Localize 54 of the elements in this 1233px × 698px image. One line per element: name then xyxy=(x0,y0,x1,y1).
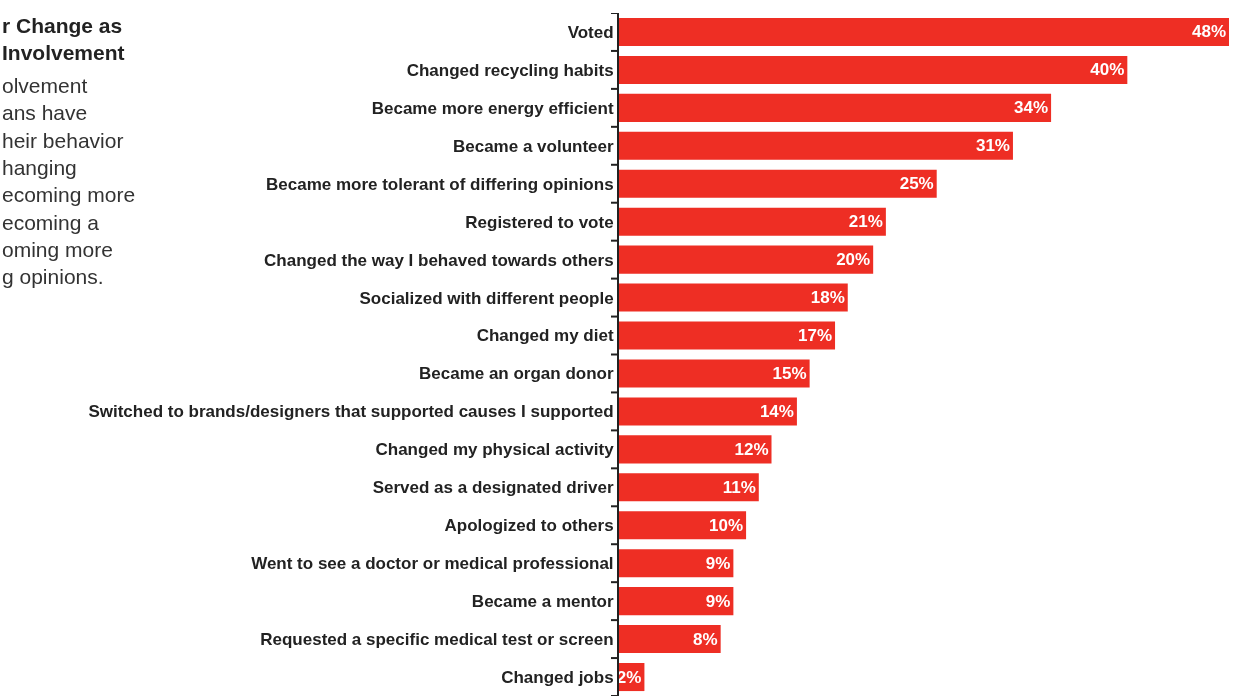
data-label: 31% xyxy=(975,136,1010,156)
data-label: 10% xyxy=(709,515,744,535)
data-label: 14% xyxy=(759,401,794,421)
bar xyxy=(619,283,848,312)
data-label: 34% xyxy=(1014,98,1049,118)
data-label: 25% xyxy=(899,174,934,194)
bar xyxy=(619,359,810,388)
bar xyxy=(619,93,1052,122)
bar xyxy=(619,587,734,616)
data-label: 40% xyxy=(1090,60,1125,80)
y-tick-label: Socialized with different people xyxy=(359,288,614,308)
y-tick-label: Became a volunteer xyxy=(452,136,614,156)
y-tick-label: Apologized to others xyxy=(444,516,614,536)
bar xyxy=(619,321,836,350)
y-tick-label: Changed my diet xyxy=(476,326,614,346)
y-tick-label: Went to see a doctor or medical professional xyxy=(251,554,614,574)
bar xyxy=(619,511,747,540)
bar xyxy=(619,549,734,578)
y-tick-label: Became more energy efficient xyxy=(371,98,614,118)
y-tick-label: Served as a designated driver xyxy=(372,478,614,498)
data-label: 12% xyxy=(734,439,769,459)
bar xyxy=(619,473,759,502)
bar xyxy=(619,625,721,654)
text: r Change as Involvement xyxy=(2,14,125,65)
data-label: 48% xyxy=(1191,22,1226,42)
data-label: 21% xyxy=(848,212,883,232)
y-tick-label: Changed the way I behaved towards others xyxy=(264,250,614,270)
y-tick-label: Switched to brands/designers that supported causes I supported xyxy=(88,402,614,422)
data-label: 8% xyxy=(693,629,718,649)
y-tick-label: Requested a specific medical test or screen xyxy=(260,630,614,650)
y-tick-label: Voted xyxy=(567,22,614,42)
data-label: 18% xyxy=(810,288,845,308)
y-tick-label: Became more tolerant of differing opinions xyxy=(265,174,614,194)
y-tick-label: Became an organ donor xyxy=(418,364,614,384)
bar xyxy=(619,169,937,198)
data-label: 9% xyxy=(705,553,731,573)
y-tick-label: Registered to vote xyxy=(465,212,614,232)
bar xyxy=(619,435,772,464)
bar xyxy=(619,55,1128,84)
data-label: 20% xyxy=(836,250,871,270)
text: olvement ans have heir behavior hanging ecoming more ecoming a oming more g opinions. xyxy=(2,74,136,289)
y-tick-label: Changed recycling habits xyxy=(406,60,614,80)
bar xyxy=(619,207,886,236)
y-tick-label: Changed jobs xyxy=(501,667,614,687)
bar xyxy=(619,131,1013,160)
bar xyxy=(619,245,874,274)
y-tick-label: Became a mentor xyxy=(471,592,614,612)
bar xyxy=(619,17,1229,47)
data-label: 9% xyxy=(705,591,731,611)
y-tick-label: Changed my physical activity xyxy=(375,440,615,460)
data-label: 11% xyxy=(722,477,756,497)
data-label: 17% xyxy=(798,326,833,346)
bar xyxy=(619,397,797,426)
data-label: 15% xyxy=(772,363,807,383)
